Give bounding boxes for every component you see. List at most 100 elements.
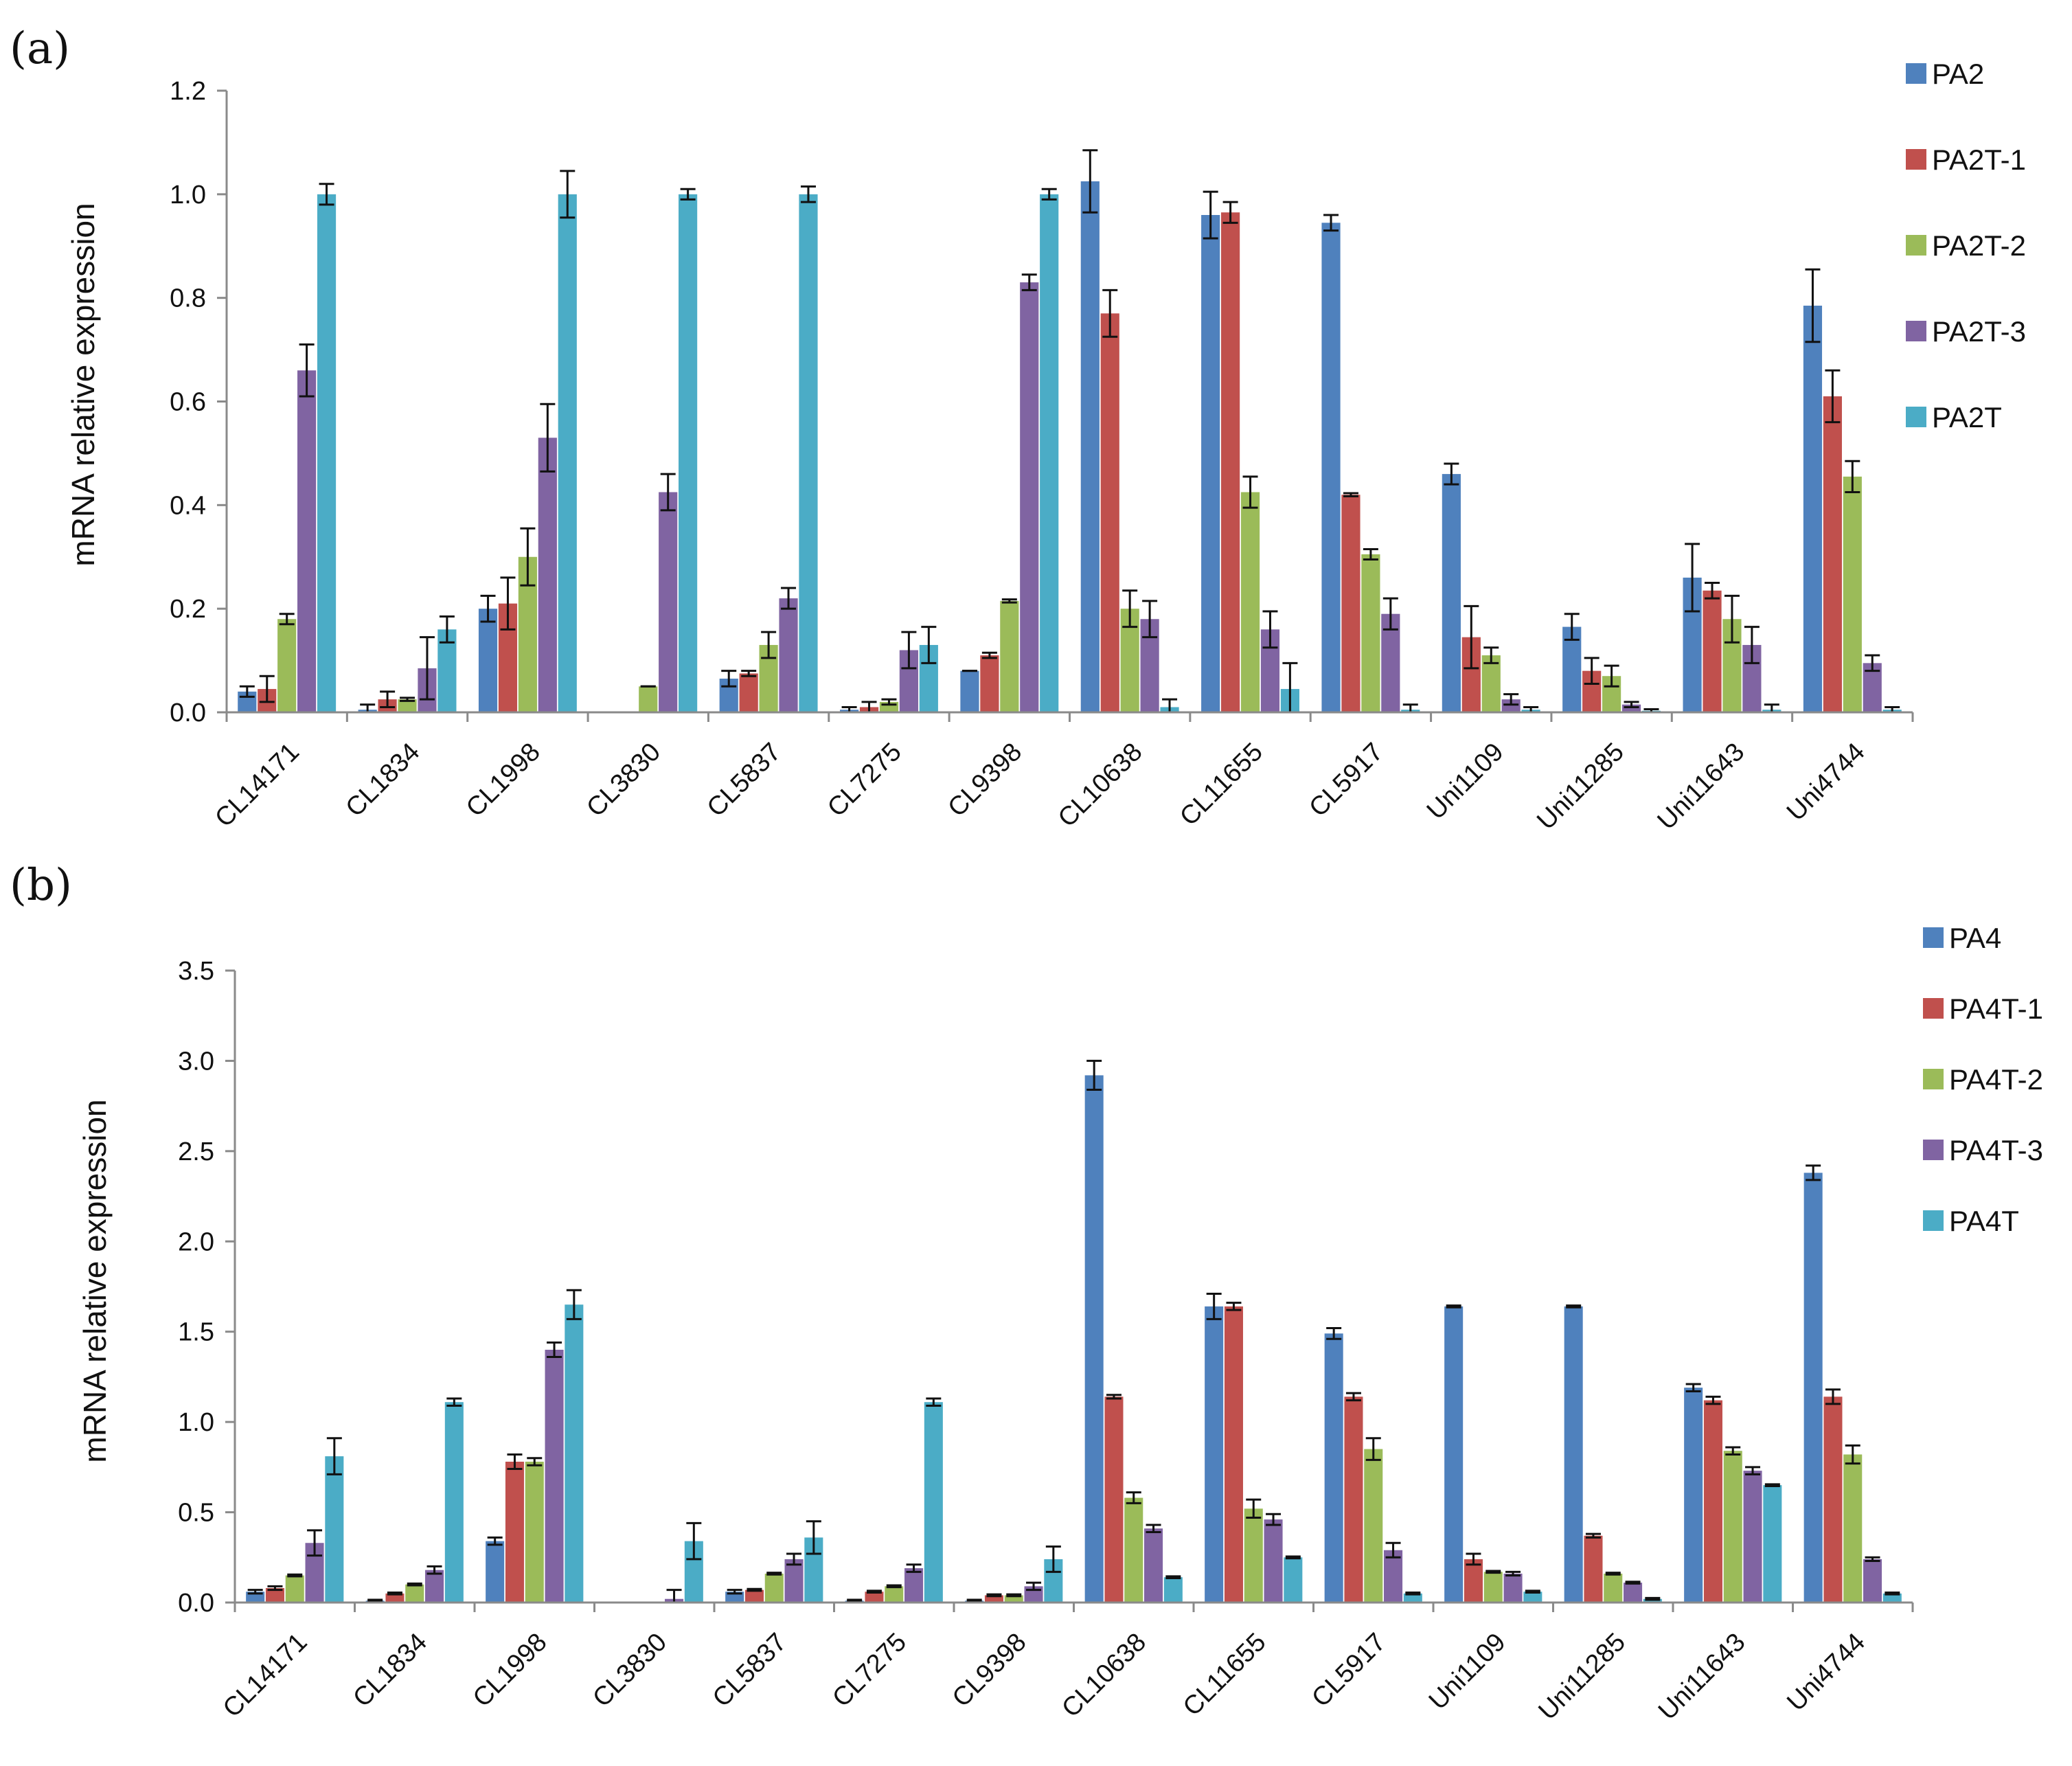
x-tick-label: Uni11285 bbox=[1532, 738, 1630, 836]
bar bbox=[398, 699, 417, 712]
bar bbox=[865, 1592, 884, 1603]
legend-label: PA2T-1 bbox=[1932, 144, 2026, 176]
y-tick-label: 0.0 bbox=[170, 699, 206, 727]
bar bbox=[1364, 1449, 1383, 1603]
bar bbox=[1384, 1550, 1403, 1603]
bar bbox=[679, 194, 698, 712]
bar bbox=[1084, 1075, 1104, 1603]
chart-b: 0.0 0.5 1.0 1.5 2.0 2.5 3.0 3.5 CL14171 CL1834 CL1… bbox=[178, 957, 1914, 1726]
bar bbox=[1882, 1593, 1902, 1603]
x-tick-label: CL14171 bbox=[209, 738, 305, 833]
bar bbox=[904, 1568, 924, 1603]
bar bbox=[1284, 1557, 1303, 1603]
legend-a: PA2 PA2T-1 PA2T-2 PA2T-3 PA2T bbox=[1906, 58, 2026, 433]
bar bbox=[478, 609, 498, 712]
bar bbox=[1104, 1396, 1124, 1603]
y-tick-label: 2.5 bbox=[178, 1137, 214, 1166]
bar bbox=[1863, 1559, 1882, 1603]
bar bbox=[325, 1456, 344, 1603]
bar bbox=[565, 1304, 584, 1603]
bar bbox=[1604, 1573, 1623, 1603]
bar bbox=[1000, 600, 1019, 712]
y-tick-label: 0.5 bbox=[178, 1499, 214, 1528]
panel-label-b: (b) bbox=[10, 860, 72, 911]
x-tick-label: CL5837 bbox=[707, 1628, 793, 1713]
bar bbox=[1464, 1559, 1483, 1603]
bar bbox=[1321, 223, 1341, 712]
bar bbox=[799, 194, 818, 712]
legend-swatch bbox=[1923, 1069, 1944, 1089]
bar bbox=[297, 370, 317, 712]
legend-label: PA2T-2 bbox=[1932, 229, 2026, 262]
x-tick-label: CL1834 bbox=[348, 1628, 433, 1713]
y-tick-label: 0.2 bbox=[170, 595, 206, 624]
bar bbox=[1823, 1396, 1843, 1603]
legend-label: PA4T-2 bbox=[1949, 1063, 2043, 1096]
bar bbox=[285, 1575, 304, 1603]
x-tick-label: CL10638 bbox=[1053, 738, 1148, 833]
bar bbox=[545, 1350, 564, 1603]
x-tick-label: CL9398 bbox=[942, 738, 1027, 823]
x-tick-label: CL7275 bbox=[822, 738, 907, 823]
bar bbox=[317, 194, 337, 712]
y-tick-label: 0.6 bbox=[170, 388, 206, 417]
bar bbox=[924, 1402, 943, 1603]
bar bbox=[1703, 590, 1722, 712]
legend-label: PA4T-1 bbox=[1949, 993, 2043, 1025]
y-tick-label: 3.0 bbox=[178, 1047, 214, 1076]
bar bbox=[1743, 1471, 1762, 1603]
bar bbox=[1324, 1333, 1343, 1603]
bar bbox=[1020, 282, 1039, 713]
bar bbox=[1403, 1593, 1422, 1603]
legend-swatch bbox=[1906, 235, 1926, 256]
x-tick-label: CL7275 bbox=[827, 1628, 912, 1713]
legend-label: PA4 bbox=[1949, 922, 2001, 954]
x-tick-label: Uni11643 bbox=[1652, 738, 1751, 836]
bar bbox=[425, 1570, 444, 1603]
bar bbox=[764, 1573, 784, 1603]
x-tick-label: CL14171 bbox=[218, 1628, 313, 1723]
bar bbox=[659, 492, 678, 712]
x-tick-label: Uni1109 bbox=[1422, 738, 1510, 826]
y-axis-label-a: mRNA relative expression bbox=[65, 203, 101, 566]
bar bbox=[779, 598, 798, 712]
bar bbox=[984, 1595, 1003, 1603]
y-tick-label: 0.4 bbox=[170, 491, 206, 520]
y-tick-label: 0.8 bbox=[170, 284, 206, 313]
x-tick-label: CL9398 bbox=[947, 1628, 1032, 1713]
x-tick-label: CL1834 bbox=[341, 738, 426, 823]
bar bbox=[1483, 1572, 1503, 1603]
x-tick-label: CL3830 bbox=[587, 1628, 672, 1713]
x-tick-label: Uni11285 bbox=[1533, 1628, 1631, 1726]
bar bbox=[1823, 396, 1842, 712]
legend-label: PA2T-3 bbox=[1932, 315, 2026, 348]
bar bbox=[1344, 1396, 1363, 1603]
x-tick-label: Uni4744 bbox=[1781, 738, 1871, 827]
bar bbox=[538, 438, 557, 712]
bar bbox=[1703, 1400, 1722, 1603]
legend-swatch bbox=[1906, 321, 1926, 341]
bar bbox=[1763, 1485, 1782, 1603]
bar bbox=[1244, 1508, 1263, 1603]
y-tick-label: 1.0 bbox=[178, 1408, 214, 1437]
legend-swatch bbox=[1923, 998, 1944, 1019]
bar bbox=[1124, 1497, 1143, 1603]
legend-swatch bbox=[1923, 1140, 1944, 1160]
x-tick-label: CL3830 bbox=[581, 738, 666, 823]
bar bbox=[444, 1402, 464, 1603]
bar bbox=[265, 1587, 284, 1603]
y-tick-label: 1.0 bbox=[170, 181, 206, 210]
bar bbox=[1100, 313, 1119, 713]
x-tick-label: Uni11643 bbox=[1653, 1628, 1751, 1726]
bar bbox=[1144, 1528, 1163, 1603]
bar bbox=[1221, 212, 1240, 713]
bar bbox=[784, 1559, 804, 1603]
legend-swatch bbox=[1923, 927, 1944, 948]
bar bbox=[739, 673, 758, 712]
bar bbox=[960, 670, 979, 712]
x-tick-label: CL11655 bbox=[1174, 738, 1268, 832]
bar bbox=[1564, 1306, 1583, 1603]
bar bbox=[744, 1589, 764, 1603]
bar bbox=[1442, 474, 1461, 712]
